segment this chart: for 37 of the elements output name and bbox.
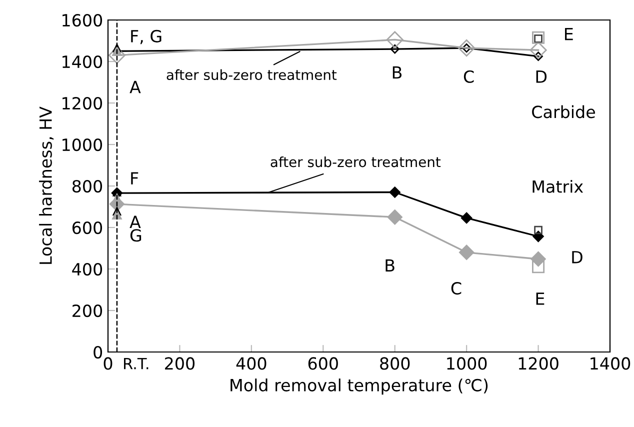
y-tick-label: 1400 [62,55,102,68]
annotation: A [130,80,141,94]
y-tick-label: 1000 [62,138,102,152]
y-tick-label: 0 [94,346,102,359]
y-tick-label: 400 [72,262,102,276]
ref-line-label: R.T. [124,358,148,370]
annotation: after sub-zero treatment [166,69,337,80]
y-tick-label: 600 [72,221,102,234]
annotation: after sub-zero treatment [270,156,441,168]
annotation: B [392,66,402,79]
x-axis-title: Mold removal temperature (℃) [230,378,488,395]
y-tick-label: 1600 [62,14,102,27]
annotation: D [572,251,582,264]
y-tick-label: 800 [72,180,102,193]
annotation: C [464,70,474,83]
annotation: A [130,216,141,228]
annotation: B [386,259,394,272]
annotation: E [536,292,544,305]
x-tick-label: 1400 [590,357,630,370]
x-tick-label: 600 [308,357,338,370]
annotation: F, G [131,30,162,44]
annotation: F [131,172,138,184]
annotation: Matrix [532,180,584,193]
x-tick-label: 200 [165,357,195,370]
annotation: C [451,282,462,295]
x-tick-label: 1000 [447,357,487,370]
x-tick-label: 400 [236,357,266,370]
annotation: G [130,229,142,242]
x-tick-label: 1200 [518,357,558,370]
y-axis-title: Local hardness, HV [39,106,54,264]
x-tick-label: 0 [104,357,112,370]
annotation: D [536,70,547,83]
x-tick-label: 800 [380,357,410,370]
annotation: Carbide [532,105,595,118]
annotation: E [565,28,573,40]
y-tick-label: 1200 [62,96,102,110]
y-tick-label: 200 [72,304,102,318]
